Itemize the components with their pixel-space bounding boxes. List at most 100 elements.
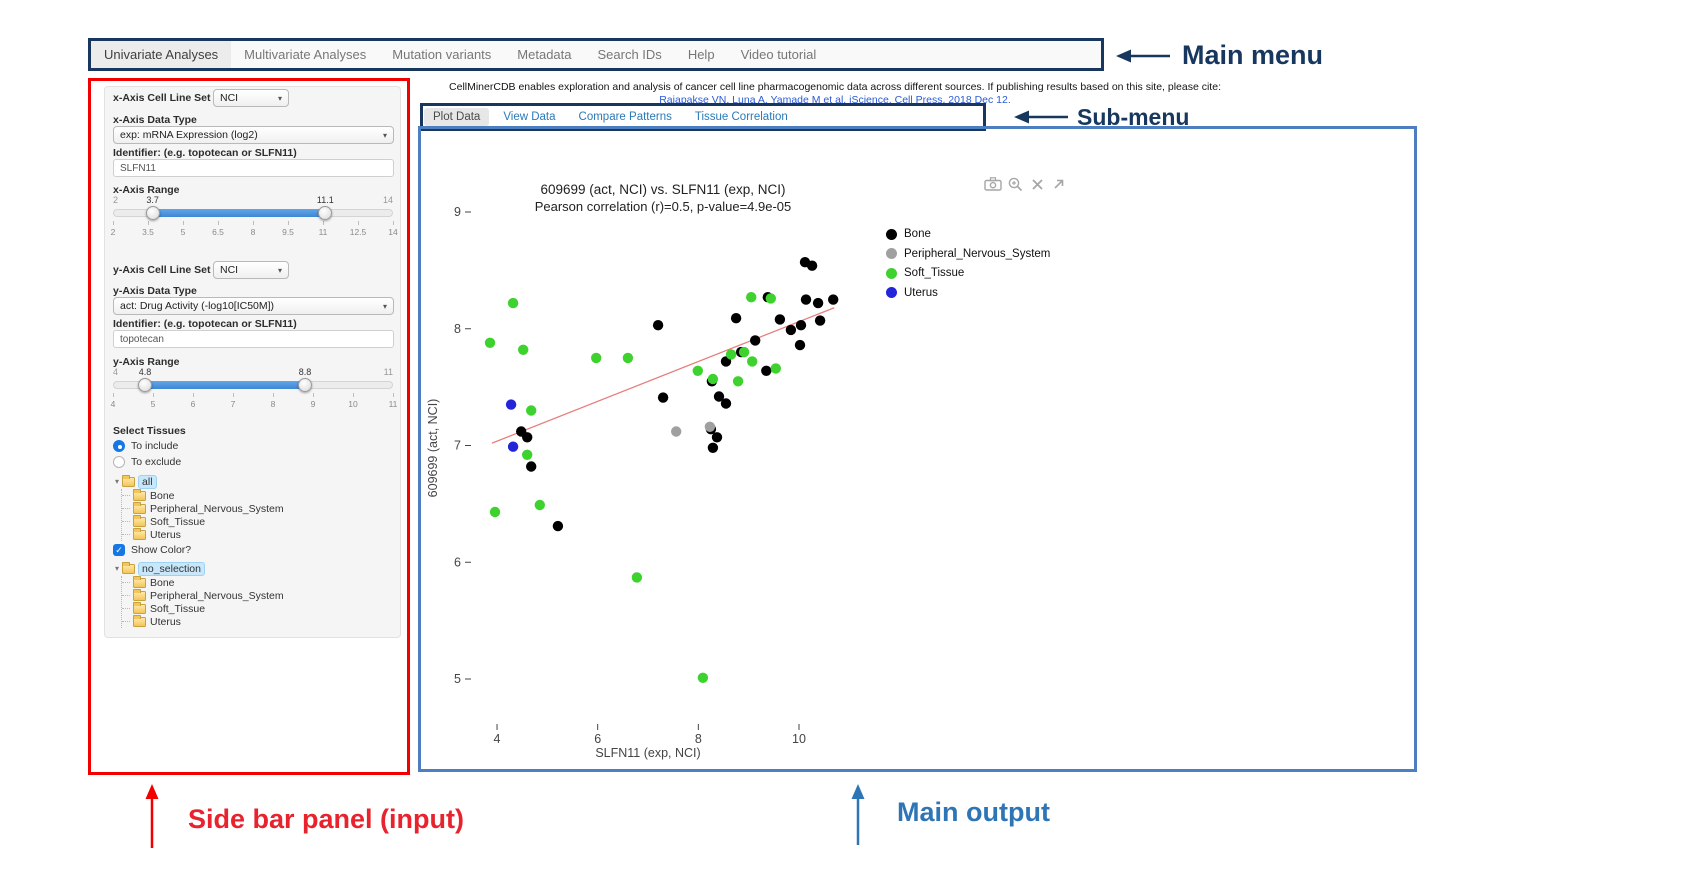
tree-expander-icon[interactable]: ▾ — [115, 564, 120, 573]
tree-node-all[interactable]: ▾ all — [115, 474, 284, 489]
tree-item-label[interactable]: Peripheral_Nervous_System — [150, 589, 284, 602]
checkbox-checked-icon[interactable] — [113, 544, 125, 556]
scatter-point-Bone[interactable] — [794, 339, 806, 351]
y-data-type-select[interactable]: act: Drug Activity (-log10[IC50M]) — [113, 297, 394, 315]
tree-item-label[interactable]: Soft_Tissue — [150, 515, 206, 528]
tree-node-soft-tissue[interactable]: Soft_Tissue — [122, 601, 284, 615]
tree-item-label[interactable]: Uterus — [150, 615, 181, 628]
scatter-point-Soft_Tissue[interactable] — [770, 363, 781, 374]
nav-univariate-analyses[interactable]: Univariate Analyses — [91, 41, 232, 68]
tree-expander-icon[interactable]: ▾ — [115, 477, 120, 486]
tree-item-label[interactable]: Uterus — [150, 528, 181, 541]
scatter-point-Bone[interactable] — [761, 365, 772, 376]
scatter-point-Soft_Tissue[interactable] — [631, 572, 643, 583]
legend-item-bone[interactable]: Bone — [886, 228, 1050, 240]
scatter-point-Bone[interactable] — [774, 314, 786, 325]
scatter-point-Soft_Tissue[interactable] — [697, 672, 709, 683]
radio-include-icon[interactable] — [113, 440, 125, 452]
slider-handle-from[interactable] — [145, 206, 160, 220]
scatter-point-Bone[interactable] — [707, 442, 719, 453]
scatter-point-Peripheral_Nervous_System[interactable] — [671, 426, 682, 437]
x-identifier-input[interactable] — [113, 159, 394, 177]
scatter-point-Soft_Tissue[interactable] — [522, 449, 533, 460]
x-axis-range-slider[interactable]: 2 14 3.7 11.1 2 3.5 5 6.5 8 9.5 11 12.5 14 — [111, 195, 398, 241]
scatter-point-Soft_Tissue[interactable] — [707, 373, 719, 385]
legend-item-uterus[interactable]: Uterus — [886, 287, 1050, 299]
scatter-point-Soft_Tissue[interactable] — [484, 337, 496, 348]
scatter-point-Peripheral_Nervous_System[interactable] — [704, 421, 716, 432]
tab-compare-patterns[interactable]: Compare Patterns — [578, 111, 672, 123]
scatter-point-Soft_Tissue[interactable] — [591, 352, 602, 364]
scatter-point-Bone[interactable] — [657, 392, 669, 403]
scatter-point-Bone[interactable] — [526, 461, 537, 472]
show-color-checkbox-row[interactable]: Show Color? — [113, 544, 191, 556]
close-icon[interactable] — [1028, 176, 1046, 192]
arrow-up-right-icon[interactable] — [1050, 176, 1068, 192]
scatter-point-Soft_Tissue[interactable] — [489, 506, 501, 518]
scatter-point-Soft_Tissue[interactable] — [746, 292, 757, 303]
tab-view-data[interactable]: View Data — [503, 111, 556, 123]
nav-video-tutorial[interactable]: Video tutorial — [740, 47, 817, 62]
scatter-point-Bone[interactable] — [522, 432, 533, 443]
slider-selected-range[interactable] — [152, 209, 326, 217]
scatter-point-Bone[interactable] — [806, 260, 818, 271]
scatter-point-Bone[interactable] — [711, 432, 723, 443]
scatter-point-Bone[interactable] — [828, 294, 839, 305]
tree-item-label[interactable]: Peripheral_Nervous_System — [150, 502, 284, 515]
scatter-point-Soft_Tissue[interactable] — [738, 346, 750, 358]
tree-node-no-selection[interactable]: ▾ no_selection — [115, 561, 284, 576]
tree-node-bone[interactable]: Bone — [122, 575, 284, 589]
scatter-point-Uterus[interactable] — [505, 399, 517, 410]
camera-icon[interactable] — [984, 176, 1002, 192]
tree-item-label[interactable]: Soft_Tissue — [150, 602, 206, 615]
slider-handle-from[interactable] — [138, 378, 152, 392]
scatter-point-Bone[interactable] — [730, 313, 742, 324]
radio-to-include[interactable]: To include — [113, 440, 178, 452]
scatter-point-Uterus[interactable] — [507, 441, 519, 452]
y-identifier-input[interactable] — [113, 330, 394, 348]
radio-exclude-icon[interactable] — [113, 456, 125, 468]
nav-metadata[interactable]: Metadata — [517, 47, 572, 62]
scatter-point-Bone[interactable] — [814, 315, 826, 326]
nav-help[interactable]: Help — [687, 47, 715, 62]
nav-multivariate-analyses[interactable]: Multivariate Analyses — [244, 47, 367, 62]
y-cell-line-set-select[interactable]: NCI — [213, 261, 289, 279]
scatter-point-Bone[interactable] — [652, 320, 664, 331]
tree-item-label[interactable]: Bone — [150, 576, 175, 589]
scatter-point-Soft_Tissue[interactable] — [725, 349, 737, 360]
scatter-point-Bone[interactable] — [720, 398, 732, 409]
scatter-point-Soft_Tissue[interactable] — [507, 297, 519, 309]
zoom-in-icon[interactable] — [1006, 176, 1024, 192]
x-data-type-select[interactable]: exp: mRNA Expression (log2) — [113, 126, 394, 144]
radio-to-exclude[interactable]: To exclude — [113, 456, 181, 468]
nav-search-ids[interactable]: Search IDs — [597, 47, 662, 62]
scatter-point-Soft_Tissue[interactable] — [622, 352, 634, 364]
slider-handle-to[interactable] — [318, 206, 333, 220]
scatter-point-Bone[interactable] — [713, 391, 725, 402]
tree-node-uterus[interactable]: Uterus — [122, 614, 284, 628]
slider-selected-range[interactable] — [145, 381, 305, 389]
scatter-point-Bone[interactable] — [552, 520, 564, 532]
scatter-plot[interactable]: 609699 (act, NCI) vs. SLFN11 (exp, NCI) … — [418, 126, 1417, 772]
legend-item-soft-tissue[interactable]: Soft_Tissue — [886, 267, 1050, 279]
tab-tissue-correlation[interactable]: Tissue Correlation — [694, 111, 788, 123]
tree-node-pns[interactable]: Peripheral_Nervous_System — [122, 588, 284, 602]
scatter-point-Bone[interactable] — [812, 297, 824, 309]
tree-item-label[interactable]: Bone — [150, 489, 175, 502]
scatter-point-Soft_Tissue[interactable] — [732, 376, 744, 387]
legend-item-peripheral-nervous-system[interactable]: Peripheral_Nervous_System — [886, 248, 1050, 260]
scatter-point-Soft_Tissue[interactable] — [534, 499, 545, 511]
scatter-point-Soft_Tissue[interactable] — [765, 293, 776, 304]
scatter-point-Bone[interactable] — [800, 294, 812, 305]
scatter-point-Soft_Tissue[interactable] — [747, 356, 758, 367]
scatter-point-Soft_Tissue[interactable] — [518, 344, 529, 355]
tree-node-pns[interactable]: Peripheral_Nervous_System — [122, 501, 284, 515]
tree-node-bone[interactable]: Bone — [122, 488, 284, 502]
scatter-point-Bone[interactable] — [795, 320, 807, 331]
tree-root-label[interactable]: all — [138, 474, 157, 489]
tree-root-label[interactable]: no_selection — [138, 561, 205, 576]
scatter-point-Bone[interactable] — [750, 335, 761, 346]
nav-mutation-variants[interactable]: Mutation variants — [392, 47, 492, 62]
y-axis-range-slider[interactable]: 4 11 4.8 8.8 4 5 6 7 8 9 10 11 — [111, 367, 398, 413]
tab-plot-data[interactable]: Plot Data — [424, 108, 490, 126]
